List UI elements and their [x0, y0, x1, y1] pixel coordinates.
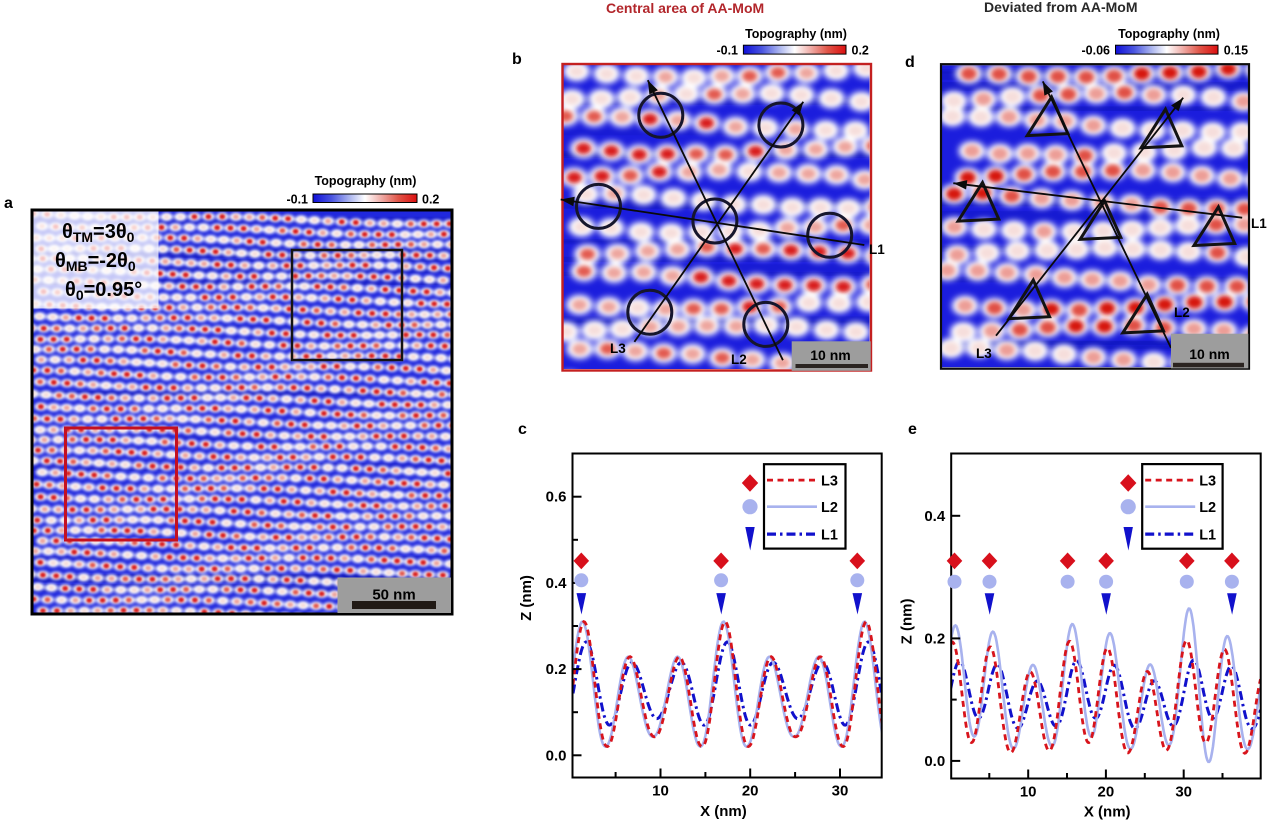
svg-text:0.0: 0.0	[546, 747, 567, 764]
svg-text:Central area of AA-MoM: Central area of AA-MoM	[606, 0, 764, 16]
svg-text:10: 10	[1020, 784, 1037, 801]
svg-text:0.2: 0.2	[852, 44, 869, 58]
svg-text:c: c	[518, 421, 527, 438]
svg-text:d: d	[905, 54, 915, 71]
svg-text:L3: L3	[1199, 474, 1216, 490]
svg-text:Topography (nm): Topography (nm)	[745, 27, 847, 41]
svg-text:0.6: 0.6	[546, 489, 567, 506]
svg-text:30: 30	[832, 783, 849, 800]
svg-text:b: b	[512, 51, 522, 68]
svg-text:L2: L2	[1174, 305, 1190, 320]
svg-text:Topography (nm): Topography (nm)	[315, 174, 417, 188]
svg-text:Z (nm): Z (nm)	[899, 598, 916, 644]
svg-text:θTM=3θ0: θTM=3θ0	[62, 221, 135, 245]
svg-text:θ0=0.95°: θ0=0.95°	[65, 279, 142, 303]
svg-text:10 nm: 10 nm	[1189, 346, 1229, 362]
svg-text:Topography (nm): Topography (nm)	[1118, 27, 1220, 41]
svg-text:L2: L2	[731, 352, 747, 367]
svg-text:L1: L1	[1199, 528, 1216, 544]
svg-text:L1: L1	[869, 242, 885, 257]
svg-text:20: 20	[742, 783, 759, 800]
svg-text:0.4: 0.4	[924, 508, 946, 525]
svg-text:0.4: 0.4	[546, 575, 568, 592]
svg-text:L1: L1	[821, 528, 838, 544]
svg-text:0.0: 0.0	[924, 753, 945, 770]
svg-text:50 nm: 50 nm	[372, 587, 415, 604]
svg-text:L3: L3	[821, 474, 838, 490]
svg-text:0.2: 0.2	[546, 661, 567, 678]
svg-text:10 nm: 10 nm	[810, 347, 850, 363]
svg-text:Z (nm): Z (nm)	[518, 575, 535, 621]
svg-text:L3: L3	[976, 346, 992, 361]
svg-text:e: e	[908, 421, 917, 438]
svg-text:-0.1: -0.1	[286, 193, 308, 207]
svg-text:L1: L1	[1251, 216, 1267, 231]
svg-text:30: 30	[1175, 784, 1192, 801]
svg-text:θMB=-2θ0: θMB=-2θ0	[55, 250, 136, 274]
svg-text:X (nm): X (nm)	[1084, 804, 1131, 821]
svg-text:L3: L3	[610, 341, 626, 356]
svg-text:L2: L2	[821, 500, 838, 516]
svg-text:-0.1: -0.1	[716, 44, 738, 58]
svg-text:X (nm): X (nm)	[700, 803, 747, 820]
svg-text:L2: L2	[1199, 500, 1216, 516]
svg-text:20: 20	[1098, 784, 1115, 801]
svg-text:0.2: 0.2	[422, 193, 439, 207]
svg-text:0.15: 0.15	[1224, 44, 1248, 58]
svg-text:0.2: 0.2	[924, 630, 945, 647]
svg-text:Deviated from AA-MoM: Deviated from AA-MoM	[984, 0, 1138, 15]
svg-text:a: a	[4, 195, 13, 212]
svg-text:10: 10	[652, 783, 669, 800]
svg-text:-0.06: -0.06	[1082, 44, 1111, 58]
